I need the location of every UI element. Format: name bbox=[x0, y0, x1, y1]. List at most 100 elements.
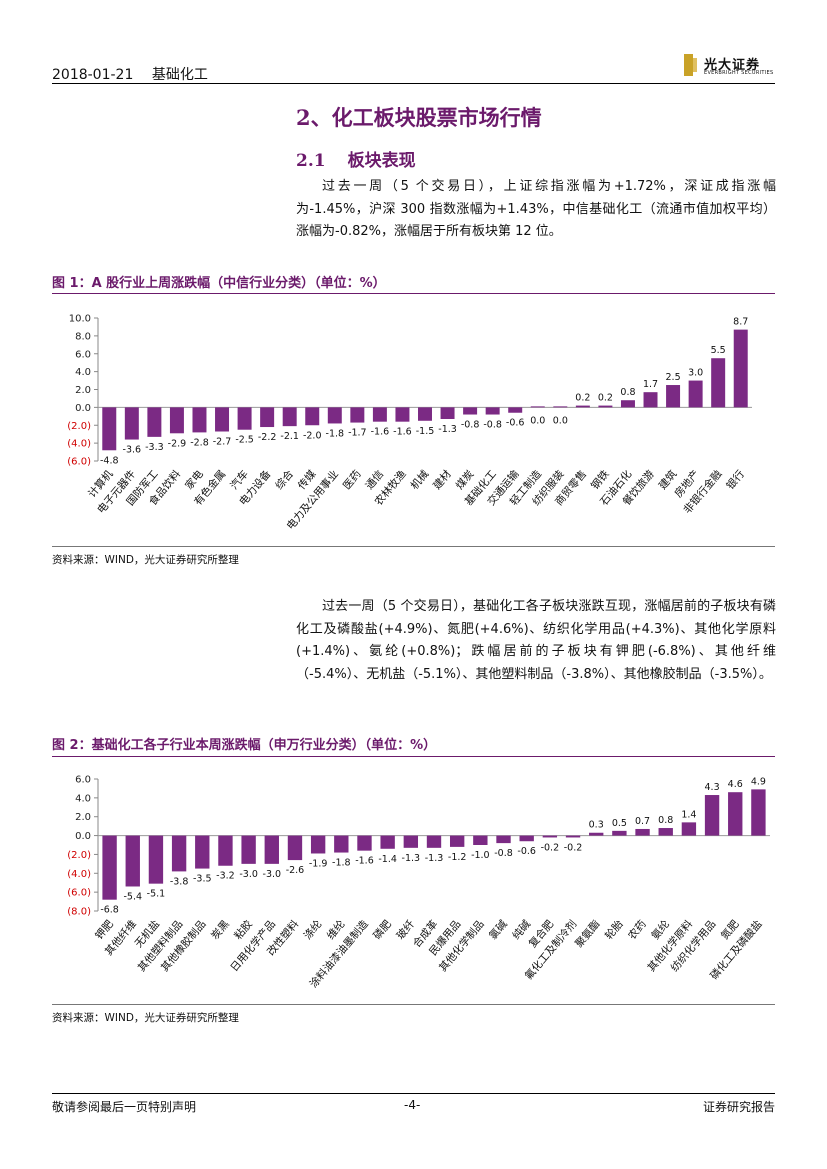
category-label: 综合 bbox=[273, 467, 297, 492]
bar-value-label: -6.8 bbox=[100, 905, 119, 916]
footer-report-type: 证券研究报告 bbox=[703, 1100, 776, 1114]
bar bbox=[496, 835, 511, 844]
bar bbox=[380, 835, 395, 849]
bar-value-label: 8.7 bbox=[733, 317, 748, 328]
brand-logo: 光大证券 EVERBRIGHT SECURITIES bbox=[682, 54, 777, 80]
bar bbox=[264, 835, 279, 864]
bar-value-label: -1.8 bbox=[326, 428, 345, 439]
bar bbox=[350, 407, 365, 423]
bar bbox=[241, 835, 256, 864]
bar-value-label: -3.6 bbox=[123, 445, 142, 456]
bar-chart-svg: 6.04.02.00.0(2.0)(4.0)(6.0)(8.0) -6.8钾肥-5… bbox=[67, 775, 770, 990]
bar bbox=[530, 406, 545, 408]
bar-value-label: 0.2 bbox=[598, 393, 613, 404]
y-tick-label: 4.0 bbox=[75, 367, 91, 378]
bar-value-label: -0.8 bbox=[494, 848, 513, 859]
bar bbox=[688, 380, 703, 408]
bar-value-label: -5.4 bbox=[123, 891, 142, 902]
bar-value-label: 1.4 bbox=[681, 809, 696, 820]
bar-value-label: -2.8 bbox=[190, 437, 209, 448]
bar bbox=[440, 407, 455, 419]
page-number: -4- bbox=[404, 1098, 421, 1112]
figure2-title: 图 2：基础化工各子行业本周涨跌幅（申万行业分类）（单位：%） bbox=[52, 738, 437, 753]
bar-value-label: 5.5 bbox=[711, 345, 726, 356]
bar-value-label: -2.5 bbox=[235, 435, 254, 446]
bar bbox=[553, 406, 568, 408]
bar-value-label: -1.3 bbox=[438, 424, 457, 435]
category-label: 建材 bbox=[430, 467, 454, 492]
bar bbox=[395, 407, 410, 422]
paragraph-subsector-summary: 过去一周（5 个交易日），基础化工各子板块涨跌互现，涨幅居前的子板块有磷化工及磷… bbox=[296, 596, 776, 686]
bar-value-label: -1.3 bbox=[425, 853, 444, 864]
figure1-source: 资料来源：WIND，光大证券研究所整理 bbox=[52, 554, 239, 566]
bar-value-label: -1.0 bbox=[471, 850, 490, 861]
y-tick-label: 2.0 bbox=[75, 812, 91, 823]
figure2-source: 资料来源：WIND，光大证券研究所整理 bbox=[52, 1012, 239, 1024]
bar bbox=[426, 835, 442, 848]
bar bbox=[612, 830, 627, 836]
bar-value-label: 4.3 bbox=[705, 782, 720, 793]
bar-value-label: -1.2 bbox=[448, 852, 467, 863]
category-label: 氯碱 bbox=[486, 917, 510, 942]
bar-value-label: -0.8 bbox=[461, 420, 480, 431]
bar bbox=[192, 407, 207, 433]
bar bbox=[169, 407, 184, 434]
category-label: 炭黑 bbox=[209, 918, 232, 942]
paragraph-text: 过去一周（5 个交易日），上证综指涨幅为+1.72%，深证成指涨幅为-1.45%… bbox=[296, 179, 776, 239]
bar bbox=[728, 792, 743, 836]
category-label: 轮胎 bbox=[602, 917, 626, 942]
bar-value-label: -1.7 bbox=[348, 428, 367, 439]
bar bbox=[218, 835, 233, 866]
bar-value-label: -2.9 bbox=[168, 438, 187, 449]
bar-value-label: 0.3 bbox=[589, 820, 604, 831]
bar-value-label: -1.6 bbox=[371, 427, 390, 438]
bar-value-label: 1.7 bbox=[643, 379, 658, 390]
bar-value-label: -1.4 bbox=[378, 854, 397, 865]
bar-value-label: 0.8 bbox=[620, 387, 635, 398]
bar bbox=[711, 358, 726, 408]
bar bbox=[171, 835, 187, 872]
y-tick-label: (4.0) bbox=[67, 439, 91, 450]
brand-name-cn: 光大证券 bbox=[704, 58, 761, 73]
figure2-bottom-rule bbox=[52, 1004, 775, 1005]
bar-value-label: -1.6 bbox=[393, 427, 412, 438]
bar-value-label: -3.3 bbox=[145, 442, 164, 453]
bar bbox=[327, 407, 342, 424]
bar bbox=[643, 392, 658, 408]
bar-value-label: -5.1 bbox=[147, 889, 166, 900]
bar bbox=[681, 822, 697, 836]
y-tick-label: 0.0 bbox=[75, 403, 91, 414]
bar-value-label: 0.7 bbox=[635, 816, 650, 827]
bar bbox=[357, 835, 372, 851]
bar-value-label: -2.0 bbox=[303, 430, 322, 441]
brand-mark-icon bbox=[684, 54, 697, 76]
bar-value-label: -2.1 bbox=[280, 431, 299, 442]
bar bbox=[237, 407, 252, 430]
header-rule bbox=[52, 83, 775, 84]
category-label: 涤纶 bbox=[301, 917, 325, 942]
paragraph-text: 过去一周（5 个交易日），基础化工各子板块涨跌互现，涨幅居前的子板块有磷化工及磷… bbox=[296, 599, 776, 682]
bar bbox=[575, 405, 590, 408]
bar bbox=[148, 835, 164, 884]
bar bbox=[733, 329, 748, 408]
bar bbox=[125, 835, 140, 887]
bar-value-label: 0.0 bbox=[530, 415, 545, 426]
bar-value-label: -2.6 bbox=[286, 865, 305, 876]
bar-value-label: -2.2 bbox=[258, 432, 277, 443]
bar-value-label: 0.8 bbox=[658, 815, 673, 826]
footer-rule bbox=[52, 1093, 775, 1094]
bar bbox=[282, 407, 297, 427]
bar bbox=[598, 405, 613, 408]
bar-value-label: -3.8 bbox=[170, 876, 189, 887]
bar-value-label: -1.6 bbox=[355, 856, 374, 867]
bar-value-label: 0.2 bbox=[575, 393, 590, 404]
bar-value-label: -0.8 bbox=[483, 420, 502, 431]
bar bbox=[704, 795, 720, 836]
bar-value-label: -0.2 bbox=[541, 842, 560, 853]
subsection-title: 2.1 板块表现 bbox=[296, 146, 416, 171]
bar bbox=[542, 835, 558, 838]
bar-value-label: -3.0 bbox=[263, 869, 282, 880]
bar-value-label: 4.9 bbox=[751, 776, 766, 787]
bar bbox=[195, 835, 210, 869]
subsection-text: 板块表现 bbox=[347, 151, 416, 171]
